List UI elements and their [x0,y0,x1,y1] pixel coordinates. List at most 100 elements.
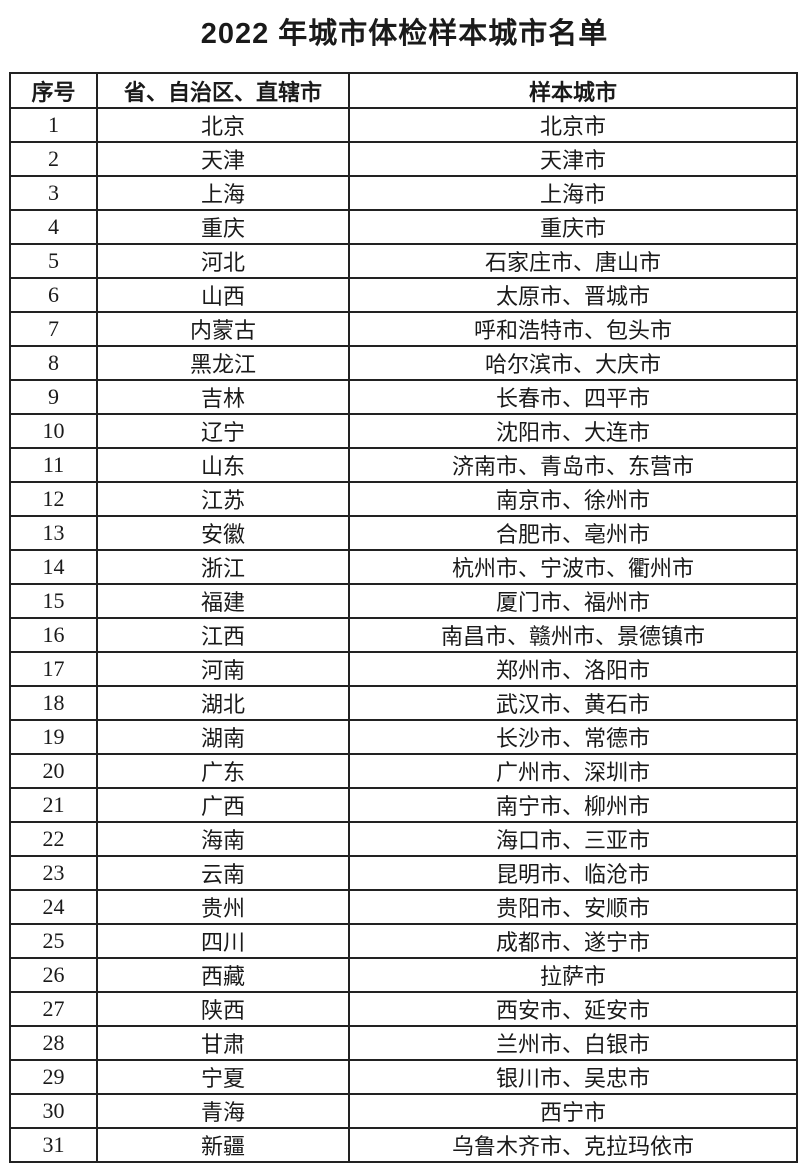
table-row: 19 湖南 长沙市、常德市 [9,719,798,755]
province-cell: 黑龙江 [96,345,350,381]
table-row: 8 黑龙江 哈尔滨市、大庆市 [9,345,798,381]
table-row: 31 新疆 乌鲁木齐市、克拉玛依市 [9,1127,798,1163]
sample-cities-cell: 贵阳市、安顺市 [348,889,798,925]
province-cell: 江苏 [96,481,350,517]
row-index-cell: 4 [9,209,98,245]
row-index-cell: 20 [9,753,98,789]
row-index-cell: 7 [9,311,98,347]
row-index-cell: 24 [9,889,98,925]
province-cell: 江西 [96,617,350,653]
table-row: 17 河南 郑州市、洛阳市 [9,651,798,687]
sample-cities-cell: 武汉市、黄石市 [348,685,798,721]
row-index-cell: 30 [9,1093,98,1129]
row-index-cell: 23 [9,855,98,891]
row-index-cell: 11 [9,447,98,483]
table-row: 29 宁夏 银川市、吴忠市 [9,1059,798,1095]
row-index-cell: 26 [9,957,98,993]
row-index-cell: 6 [9,277,98,313]
table-row: 20 广东 广州市、深圳市 [9,753,798,789]
sample-cities-cell: 西宁市 [348,1093,798,1129]
province-cell: 新疆 [96,1127,350,1163]
table-row: 28 甘肃 兰州市、白银市 [9,1025,798,1061]
sample-cities-cell: 石家庄市、唐山市 [348,243,798,279]
table-row: 13 安徽 合肥市、亳州市 [9,515,798,551]
table-row: 5 河北 石家庄市、唐山市 [9,243,798,279]
province-cell: 上海 [96,175,350,211]
sample-cities-cell: 哈尔滨市、大庆市 [348,345,798,381]
table-row: 10 辽宁 沈阳市、大连市 [9,413,798,449]
column-header-index: 序号 [9,72,98,109]
table-row: 18 湖北 武汉市、黄石市 [9,685,798,721]
province-cell: 广东 [96,753,350,789]
table-row: 26 西藏 拉萨市 [9,957,798,993]
sample-cities-cell: 北京市 [348,107,798,143]
column-header-province: 省、自治区、直辖市 [96,72,350,109]
table-row: 12 江苏 南京市、徐州市 [9,481,798,517]
table-row: 23 云南 昆明市、临沧市 [9,855,798,891]
province-cell: 广西 [96,787,350,823]
province-cell: 陕西 [96,991,350,1027]
sample-cities-cell: 杭州市、宁波市、衢州市 [348,549,798,585]
table-row: 22 海南 海口市、三亚市 [9,821,798,857]
table-row: 11 山东 济南市、青岛市、东营市 [9,447,798,483]
row-index-cell: 16 [9,617,98,653]
page-title: 2022 年城市体检样本城市名单 [200,18,609,50]
row-index-cell: 2 [9,141,98,177]
sample-cities-cell: 太原市、晋城市 [348,277,798,313]
row-index-cell: 28 [9,1025,98,1061]
sample-cities-cell: 上海市 [348,175,798,211]
row-index-cell: 8 [9,345,98,381]
province-cell: 海南 [96,821,350,857]
sample-cities-cell: 海口市、三亚市 [348,821,798,857]
sample-cities-cell: 广州市、深圳市 [348,753,798,789]
sample-cities-cell: 长沙市、常德市 [348,719,798,755]
sample-cities-cell: 拉萨市 [348,957,798,993]
sample-cities-cell: 厦门市、福州市 [348,583,798,619]
province-cell: 贵州 [96,889,350,925]
table-row: 14 浙江 杭州市、宁波市、衢州市 [9,549,798,585]
header-row: 序号 省、自治区、直辖市 样本城市 [9,72,798,109]
table-row: 15 福建 厦门市、福州市 [9,583,798,619]
province-cell: 云南 [96,855,350,891]
province-cell: 河北 [96,243,350,279]
row-index-cell: 19 [9,719,98,755]
province-cell: 安徽 [96,515,350,551]
table-row: 3 上海 上海市 [9,175,798,211]
sample-cities-cell: 沈阳市、大连市 [348,413,798,449]
column-header-sample-cities: 样本城市 [348,72,798,109]
sample-cities-cell: 重庆市 [348,209,798,245]
province-cell: 山西 [96,277,350,313]
row-index-cell: 13 [9,515,98,551]
table-row: 27 陕西 西安市、延安市 [9,991,798,1027]
province-cell: 辽宁 [96,413,350,449]
province-cell: 湖南 [96,719,350,755]
province-cell: 天津 [96,141,350,177]
table-row: 21 广西 南宁市、柳州市 [9,787,798,823]
row-index-cell: 27 [9,991,98,1027]
province-cell: 四川 [96,923,350,959]
sample-cities-cell: 乌鲁木齐市、克拉玛依市 [348,1127,798,1163]
table-row: 24 贵州 贵阳市、安顺市 [9,889,798,925]
table-row: 16 江西 南昌市、赣州市、景德镇市 [9,617,798,653]
sample-cities-cell: 郑州市、洛阳市 [348,651,798,687]
table-row: 4 重庆 重庆市 [9,209,798,245]
sample-cities-cell: 银川市、吴忠市 [348,1059,798,1095]
table-header: 序号 省、自治区、直辖市 样本城市 [9,72,798,109]
row-index-cell: 12 [9,481,98,517]
sample-cities-cell: 成都市、遂宁市 [348,923,798,959]
row-index-cell: 31 [9,1127,98,1163]
sample-cities-cell: 南昌市、赣州市、景德镇市 [348,617,798,653]
sample-cities-cell: 呼和浩特市、包头市 [348,311,798,347]
province-cell: 内蒙古 [96,311,350,347]
row-index-cell: 25 [9,923,98,959]
row-index-cell: 3 [9,175,98,211]
table-row: 30 青海 西宁市 [9,1093,798,1129]
sample-cities-cell: 长春市、四平市 [348,379,798,415]
province-cell: 湖北 [96,685,350,721]
sample-cities-cell: 南宁市、柳州市 [348,787,798,823]
sample-cities-cell: 昆明市、临沧市 [348,855,798,891]
province-cell: 山东 [96,447,350,483]
row-index-cell: 15 [9,583,98,619]
province-cell: 福建 [96,583,350,619]
